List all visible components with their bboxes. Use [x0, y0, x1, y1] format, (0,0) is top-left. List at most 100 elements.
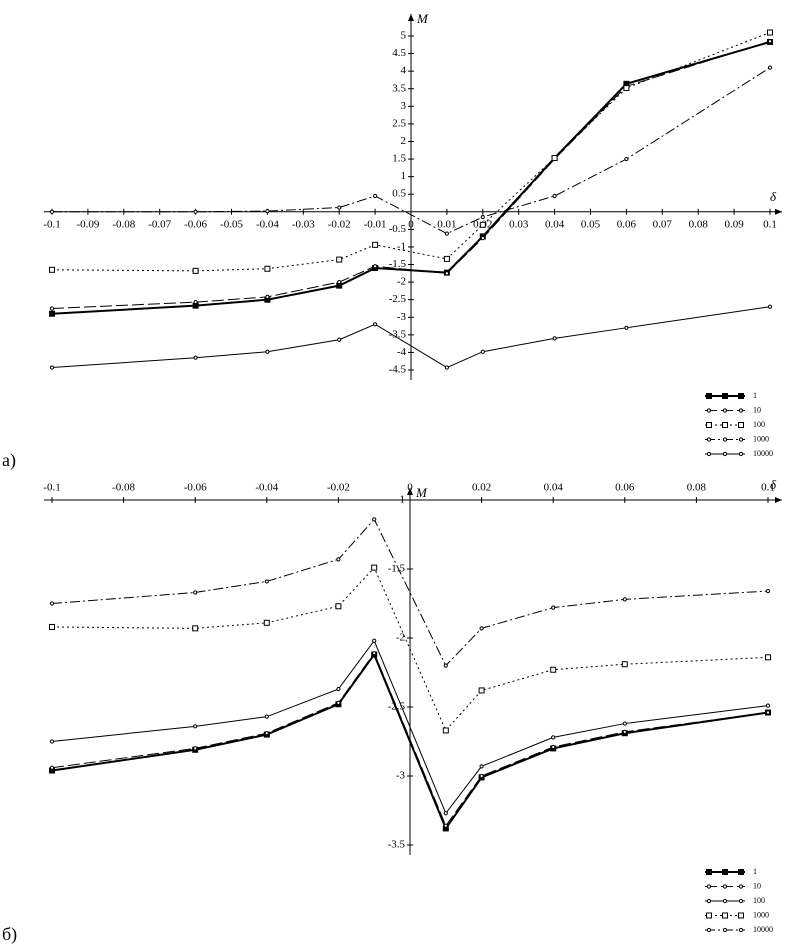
marker [193, 300, 198, 305]
marker [49, 601, 55, 606]
y-tick-label: 1 [401, 170, 407, 182]
y-tick-label: -3.5 [388, 839, 406, 851]
x-tick-label: 0.08 [687, 482, 707, 494]
marker [372, 517, 377, 522]
legend-label: 10 [753, 881, 761, 890]
series-line [51, 40, 771, 309]
x-tick-label: 0.1 [761, 482, 775, 494]
marker [49, 765, 55, 770]
y-tick-label: -4.5 [389, 364, 407, 376]
x-tick-label: -0.04 [256, 218, 279, 230]
y-tick-label: -3 [396, 770, 406, 782]
x-tick-label: -0.03 [292, 218, 315, 230]
marker [49, 306, 55, 311]
marker [264, 731, 269, 736]
marker [192, 625, 199, 632]
marker [336, 282, 343, 289]
marker [265, 294, 270, 299]
y-axis-arrow [408, 14, 414, 21]
marker [49, 623, 55, 630]
marker [337, 337, 342, 342]
marker [373, 322, 378, 327]
x-tick-label: 0 [407, 482, 413, 494]
y-tick-label: -1 [397, 240, 406, 252]
marker [765, 703, 771, 708]
marker [722, 898, 728, 904]
marker [624, 325, 629, 330]
x-tick-label: -0.02 [327, 482, 350, 494]
legend-label: 10 [753, 405, 761, 414]
marker [765, 654, 771, 661]
marker [193, 209, 198, 214]
marker [622, 597, 627, 602]
y-tick-label: -1.5 [389, 258, 407, 270]
marker [337, 205, 342, 210]
x-axis-label: δ [770, 477, 777, 492]
marker [371, 564, 378, 571]
marker [722, 408, 728, 413]
legend-label: 1 [753, 867, 757, 876]
y-tick-label: 4.5 [392, 47, 406, 59]
marker [767, 29, 773, 36]
x-tick-label: 0.09 [724, 218, 744, 230]
marker [738, 437, 744, 442]
marker [336, 256, 343, 263]
marker [738, 884, 744, 889]
y-axis-label: M [416, 11, 429, 26]
x-tick-label: -0.1 [43, 482, 60, 494]
marker [443, 255, 450, 262]
marker [336, 700, 341, 705]
marker [738, 869, 744, 875]
x-tick-label: 0.1 [763, 218, 777, 230]
x-tick-label: 0.06 [617, 218, 637, 230]
marker [623, 80, 630, 87]
marker [767, 39, 773, 44]
marker [706, 393, 712, 399]
marker [623, 85, 630, 92]
marker [706, 884, 712, 889]
legend-label: 1000 [753, 910, 769, 919]
marker [765, 588, 771, 594]
y-tick-label: 2.5 [392, 117, 406, 129]
x-axis-arrow [775, 208, 782, 215]
marker [552, 193, 557, 199]
series-line [51, 652, 769, 827]
marker [706, 408, 712, 413]
marker [722, 884, 728, 889]
x-axis-label: δ [770, 189, 777, 204]
panel-label: б) [2, 924, 17, 945]
marker [49, 767, 55, 774]
marker [480, 349, 485, 354]
marker [480, 236, 485, 241]
series-line [51, 639, 769, 815]
marker [265, 208, 270, 214]
marker [479, 773, 484, 779]
marker [722, 927, 728, 933]
marker [767, 304, 773, 309]
x-tick-label: 0.04 [545, 218, 565, 230]
x-tick-label: 0.05 [581, 218, 601, 230]
marker [478, 687, 485, 694]
x-tick-label: 0.04 [544, 482, 564, 494]
series-line [51, 518, 769, 667]
marker [765, 710, 771, 715]
marker [372, 651, 377, 656]
y-axis-arrow [407, 488, 413, 495]
y-tick-label: -2.5 [389, 293, 407, 305]
marker [192, 267, 199, 274]
marker [193, 746, 198, 751]
x-tick-label: 0.07 [653, 218, 673, 230]
marker [722, 912, 728, 919]
marker [443, 663, 448, 668]
marker [621, 661, 628, 668]
marker [738, 408, 744, 413]
legend-label: 10000 [753, 925, 773, 934]
marker [443, 823, 448, 828]
marker [443, 811, 448, 816]
marker [706, 451, 712, 457]
x-tick-label: -0.06 [184, 482, 207, 494]
marker [722, 422, 728, 428]
x-tick-label: 0.08 [689, 218, 709, 230]
marker [337, 280, 342, 285]
